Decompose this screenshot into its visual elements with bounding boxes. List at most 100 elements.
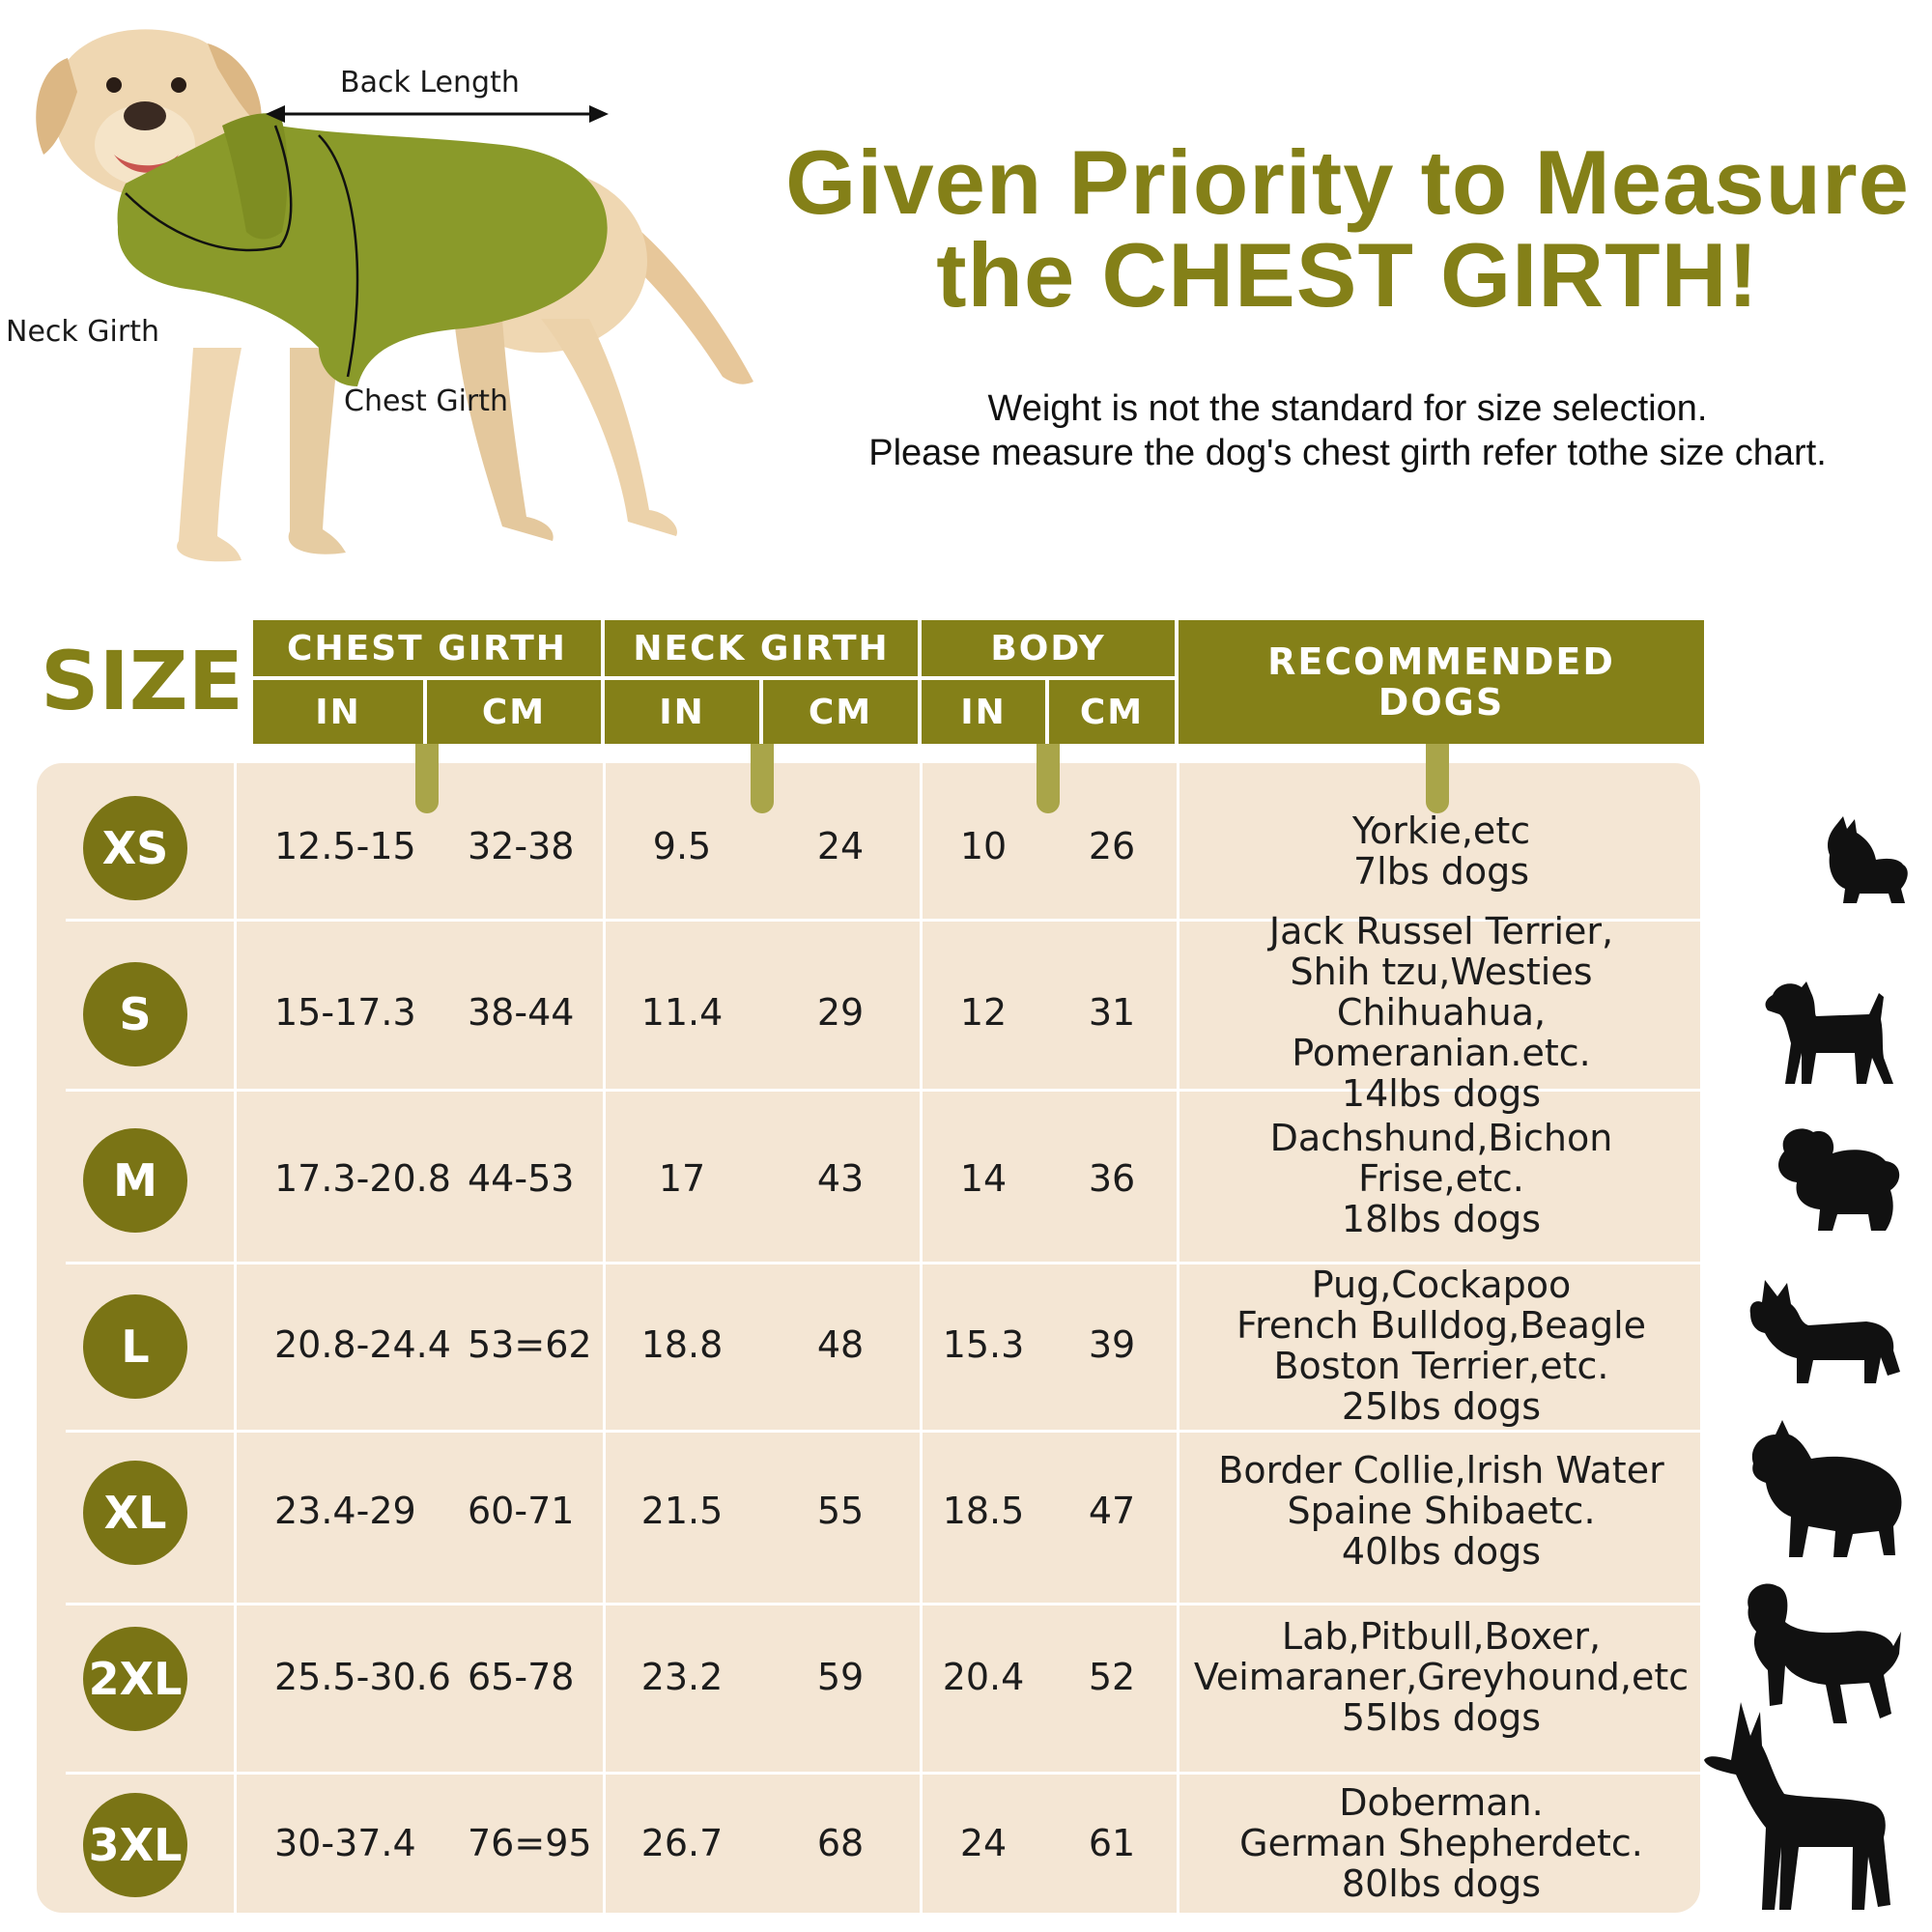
recommended-dogs-l: Pug,Cockapoo French Bulldog,Beagle Bosto… bbox=[1180, 1262, 1702, 1430]
recommended-line: 7lbs dogs bbox=[1352, 850, 1530, 893]
cell-chest-in: 30-37.4 bbox=[274, 1822, 416, 1864]
recommended-line: Shih tzu,Westies Chihuahua, bbox=[1290, 951, 1593, 1034]
cell-neck-cm: 29 bbox=[816, 991, 865, 1034]
recommended-line: Veimaraner,Greyhound,etc bbox=[1193, 1656, 1690, 1698]
header-chest-girth: CHEST GIRTH bbox=[253, 620, 601, 676]
cell-chest-in: 12.5-15 bbox=[274, 825, 416, 867]
cell-neck-cm: 43 bbox=[816, 1157, 865, 1200]
cell-body-cm: 47 bbox=[1088, 1490, 1136, 1532]
header-connector bbox=[1037, 744, 1060, 813]
row-divider bbox=[66, 1262, 1700, 1264]
row-divider bbox=[66, 1430, 1700, 1433]
recommended-line: German Shepherdetc. bbox=[1239, 1822, 1643, 1864]
column-divider bbox=[1177, 763, 1179, 1913]
recommended-dogs-xl: Border Collie,lrish Water Spaine Shibaet… bbox=[1180, 1443, 1702, 1578]
header-body-in: IN bbox=[922, 680, 1045, 744]
header-recommended-line-1: RECOMMENDED bbox=[1267, 640, 1615, 683]
recommended-line: 18lbs dogs bbox=[1341, 1198, 1542, 1240]
recommended-line: Spaine Shibaetc. bbox=[1287, 1490, 1596, 1532]
headline-line-1: Given Priority to Measure bbox=[785, 131, 1910, 233]
headline-line-2: the CHEST GIRTH! bbox=[936, 224, 1759, 326]
recommended-line: Dachshund,Bichon bbox=[1269, 1117, 1613, 1159]
cell-chest-in: 23.4-29 bbox=[274, 1490, 416, 1532]
cell-neck-in: 18.8 bbox=[640, 1323, 724, 1366]
cell-chest-cm: 53=62 bbox=[468, 1323, 592, 1366]
recommended-line: 55lbs dogs bbox=[1341, 1696, 1542, 1739]
cell-chest-cm: 65-78 bbox=[468, 1656, 575, 1698]
header-connector bbox=[415, 744, 439, 813]
size-badge-3xl: 3XL bbox=[83, 1793, 187, 1897]
size-badge-2xl: 2XL bbox=[83, 1627, 187, 1731]
dog-in-fleece-vest-icon bbox=[36, 29, 753, 562]
recommended-line: 80lbs dogs bbox=[1341, 1862, 1542, 1905]
header-connector bbox=[751, 744, 774, 813]
header-chest-cm: CM bbox=[427, 680, 601, 744]
recommended-line: Yorkie,etc bbox=[1351, 810, 1531, 852]
row-divider bbox=[66, 1772, 1700, 1775]
spaniel-silhouette-icon bbox=[1747, 1583, 1901, 1723]
cell-body-in: 20.4 bbox=[942, 1656, 1025, 1698]
recommended-line: Border Collie,lrish Water bbox=[1218, 1449, 1664, 1492]
subline-line-2: Please measure the dog's chest girth ref… bbox=[868, 433, 1827, 473]
size-badge-xl: XL bbox=[83, 1461, 187, 1565]
neck-girth-label: Neck Girth bbox=[6, 315, 159, 349]
recommended-line: French Bulldog,Beagle bbox=[1236, 1304, 1647, 1347]
recommended-line: 14lbs dogs bbox=[1341, 1072, 1542, 1115]
recommended-line: Boston Terrier,etc. bbox=[1273, 1345, 1609, 1387]
size-title: SIZE bbox=[41, 634, 244, 728]
cell-neck-in: 21.5 bbox=[640, 1490, 724, 1532]
row-divider bbox=[66, 1603, 1700, 1605]
cell-chest-in: 25.5-30.6 bbox=[274, 1656, 451, 1698]
cell-chest-in: 15-17.3 bbox=[274, 991, 416, 1034]
recommended-line: Pomeranian.etc. bbox=[1292, 1032, 1591, 1074]
header-connector bbox=[1426, 744, 1449, 813]
collie-silhouette-icon bbox=[1751, 1420, 1902, 1557]
recommended-line: Pug,Cockapoo bbox=[1311, 1264, 1572, 1306]
cell-neck-cm: 24 bbox=[816, 825, 865, 867]
cell-neck-in: 17 bbox=[658, 1157, 706, 1200]
cell-body-cm: 36 bbox=[1088, 1157, 1136, 1200]
cell-body-in: 12 bbox=[959, 991, 1008, 1034]
recommended-line: 40lbs dogs bbox=[1341, 1530, 1542, 1573]
recommended-line: 25lbs dogs bbox=[1341, 1385, 1542, 1428]
size-badge-xs: XS bbox=[83, 796, 187, 900]
header-neck-in: IN bbox=[605, 680, 759, 744]
cell-body-in: 14 bbox=[959, 1157, 1008, 1200]
header-neck-cm: CM bbox=[763, 680, 918, 744]
yorkie-silhouette-icon bbox=[1828, 816, 1908, 903]
recommended-line: Frise,etc. bbox=[1358, 1157, 1524, 1200]
cell-body-cm: 31 bbox=[1088, 991, 1136, 1034]
cell-chest-cm: 38-44 bbox=[468, 991, 575, 1034]
column-divider bbox=[603, 763, 606, 1913]
cell-chest-cm: 32-38 bbox=[468, 825, 575, 867]
cell-neck-in: 11.4 bbox=[640, 991, 724, 1034]
header-neck-girth: NECK GIRTH bbox=[605, 620, 918, 676]
cell-neck-cm: 68 bbox=[816, 1822, 865, 1864]
cell-body-in: 10 bbox=[959, 825, 1008, 867]
header-recommended-line-2: DOGS bbox=[1378, 681, 1505, 724]
size-badge-l: L bbox=[83, 1294, 187, 1399]
french-bulldog-silhouette-icon bbox=[1749, 1280, 1900, 1383]
cell-body-in: 24 bbox=[959, 1822, 1008, 1864]
doberman-silhouette-icon bbox=[1704, 1702, 1890, 1910]
size-badge-s: S bbox=[83, 962, 187, 1066]
subline-line-1: Weight is not the standard for size sele… bbox=[987, 388, 1708, 429]
recommended-dogs-3xl: Doberman. German Shepherdetc. 80lbs dogs bbox=[1180, 1776, 1702, 1911]
bichon-silhouette-icon bbox=[1778, 1128, 1900, 1231]
header-recommended-dogs: RECOMMENDED DOGS bbox=[1179, 620, 1704, 744]
terrier-silhouette-icon bbox=[1765, 981, 1893, 1084]
cell-body-cm: 26 bbox=[1088, 825, 1136, 867]
recommended-line: Lab,Pitbull,Boxer, bbox=[1281, 1615, 1602, 1658]
cell-neck-in: 23.2 bbox=[640, 1656, 724, 1698]
dog-measurement-illustration: Back Length Neck Girth Chest Girth bbox=[0, 0, 773, 599]
cell-chest-cm: 44-53 bbox=[468, 1157, 575, 1200]
cell-neck-in: 9.5 bbox=[652, 825, 712, 867]
recommended-dogs-2xl: Lab,Pitbull,Boxer, Veimaraner,Greyhound,… bbox=[1180, 1609, 1702, 1745]
cell-body-in: 15.3 bbox=[942, 1323, 1025, 1366]
cell-body-cm: 39 bbox=[1088, 1323, 1136, 1366]
header-body-cm: CM bbox=[1049, 680, 1175, 744]
chest-girth-label: Chest Girth bbox=[344, 384, 509, 418]
size-badge-m: M bbox=[83, 1128, 187, 1233]
header-body: BODY bbox=[922, 620, 1175, 676]
recommended-dogs-xs: Yorkie,etc 7lbs dogs bbox=[1180, 808, 1702, 895]
